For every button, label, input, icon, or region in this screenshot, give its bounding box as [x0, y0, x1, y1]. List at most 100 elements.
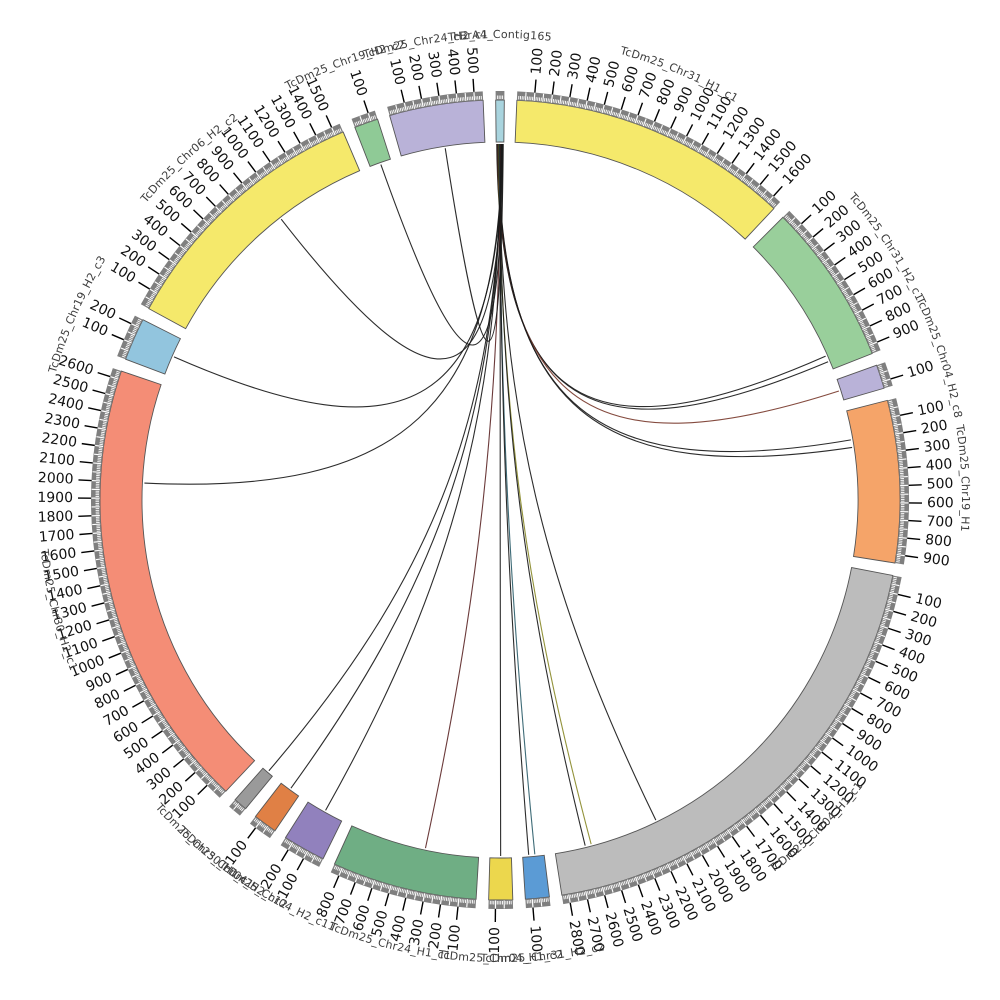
tick-label: 100: [386, 57, 408, 87]
minor-tick: [569, 101, 572, 106]
minor-tick: [408, 105, 410, 110]
minor-tick: [731, 169, 735, 174]
minor-tick: [129, 660, 134, 664]
chord-link: [173, 144, 503, 408]
minor-tick: [633, 877, 636, 882]
major-tick: [685, 124, 694, 137]
minor-tick: [112, 615, 117, 618]
minor-tick: [403, 107, 405, 111]
minor-tick: [311, 141, 314, 146]
minor-tick: [278, 161, 281, 165]
minor-tick: [564, 895, 567, 900]
minor-tick: [828, 728, 833, 732]
minor-tick: [816, 251, 820, 255]
minor-tick: [126, 344, 130, 347]
minor-tick: [104, 414, 109, 417]
minor-tick: [864, 665, 873, 670]
minor-tick: [580, 892, 582, 897]
minor-tick: [219, 208, 223, 212]
minor-tick: [794, 223, 802, 230]
major-tick: [882, 644, 895, 651]
minor-tick: [745, 816, 749, 820]
minor-tick: [871, 346, 875, 349]
minor-tick: [425, 102, 427, 106]
minor-tick: [889, 403, 894, 406]
minor-tick: [872, 648, 876, 651]
minor-tick: [845, 702, 850, 706]
minor-tick: [752, 811, 756, 815]
minor-tick: [657, 868, 661, 872]
minor-tick: [846, 701, 850, 704]
minor-tick: [570, 894, 572, 899]
minor-tick: [432, 101, 434, 105]
tick-layer: [77, 78, 922, 922]
minor-tick: [398, 108, 400, 112]
minor-tick: [401, 888, 404, 893]
minor-tick: [411, 105, 414, 109]
minor-tick: [233, 195, 237, 199]
minor-tick: [101, 410, 110, 414]
minor-tick: [668, 863, 672, 867]
minor-tick: [731, 826, 735, 831]
tick-label: 2800: [565, 919, 587, 957]
minor-tick: [363, 877, 367, 886]
minor-tick: [608, 110, 611, 115]
minor-tick: [640, 875, 643, 879]
minor-tick: [131, 331, 136, 334]
minor-tick: [104, 581, 108, 584]
major-tick: [851, 707, 864, 716]
minor-tick: [299, 143, 305, 151]
minor-tick: [593, 889, 597, 898]
minor-tick: [223, 204, 227, 208]
minor-tick: [126, 654, 131, 657]
minor-tick: [351, 872, 354, 877]
minor-tick: [194, 762, 198, 766]
minor-tick: [631, 878, 635, 882]
minor-tick: [877, 364, 882, 367]
minor-tick: [573, 102, 575, 106]
minor-tick: [897, 545, 906, 548]
minor-tick: [110, 389, 115, 392]
minor-tick: [712, 153, 718, 162]
tick-label: 800: [924, 532, 952, 550]
major-tick: [823, 242, 835, 252]
minor-tick: [708, 154, 711, 158]
tick-label: 300: [565, 52, 585, 81]
minor-tick: [125, 347, 129, 350]
minor-tick: [108, 397, 113, 400]
minor-tick: [615, 112, 618, 117]
minor-tick: [95, 557, 104, 561]
minor-tick: [169, 266, 173, 269]
tick-label: 900: [922, 550, 951, 569]
minor-tick: [133, 670, 138, 673]
minor-tick: [689, 853, 692, 857]
minor-tick: [158, 282, 163, 285]
minor-tick: [798, 766, 805, 773]
minor-tick: [821, 258, 826, 262]
minor-tick: [863, 328, 867, 332]
minor-tick: [164, 273, 168, 276]
minor-tick: [818, 254, 822, 258]
minor-tick: [812, 751, 816, 754]
minor-tick: [890, 590, 895, 593]
minor-tick: [827, 730, 832, 733]
minor-tick: [879, 368, 883, 371]
minor-tick: [338, 867, 343, 876]
minor-tick: [169, 259, 177, 266]
minor-tick: [717, 836, 720, 840]
minor-tick: [371, 880, 376, 889]
minor-tick: [105, 407, 110, 410]
minor-tick: [639, 120, 642, 125]
minor-tick: [136, 676, 141, 680]
minor-tick: [300, 848, 304, 853]
minor-tick: [841, 287, 845, 291]
minor-tick: [311, 854, 314, 859]
chord-link: [499, 143, 502, 857]
tick-label: 500: [369, 909, 392, 939]
minor-tick: [892, 581, 896, 584]
minor-tick: [112, 384, 116, 387]
minor-tick: [241, 808, 244, 812]
major-tick: [773, 185, 783, 197]
minor-tick: [238, 190, 242, 194]
minor-tick: [416, 103, 419, 108]
